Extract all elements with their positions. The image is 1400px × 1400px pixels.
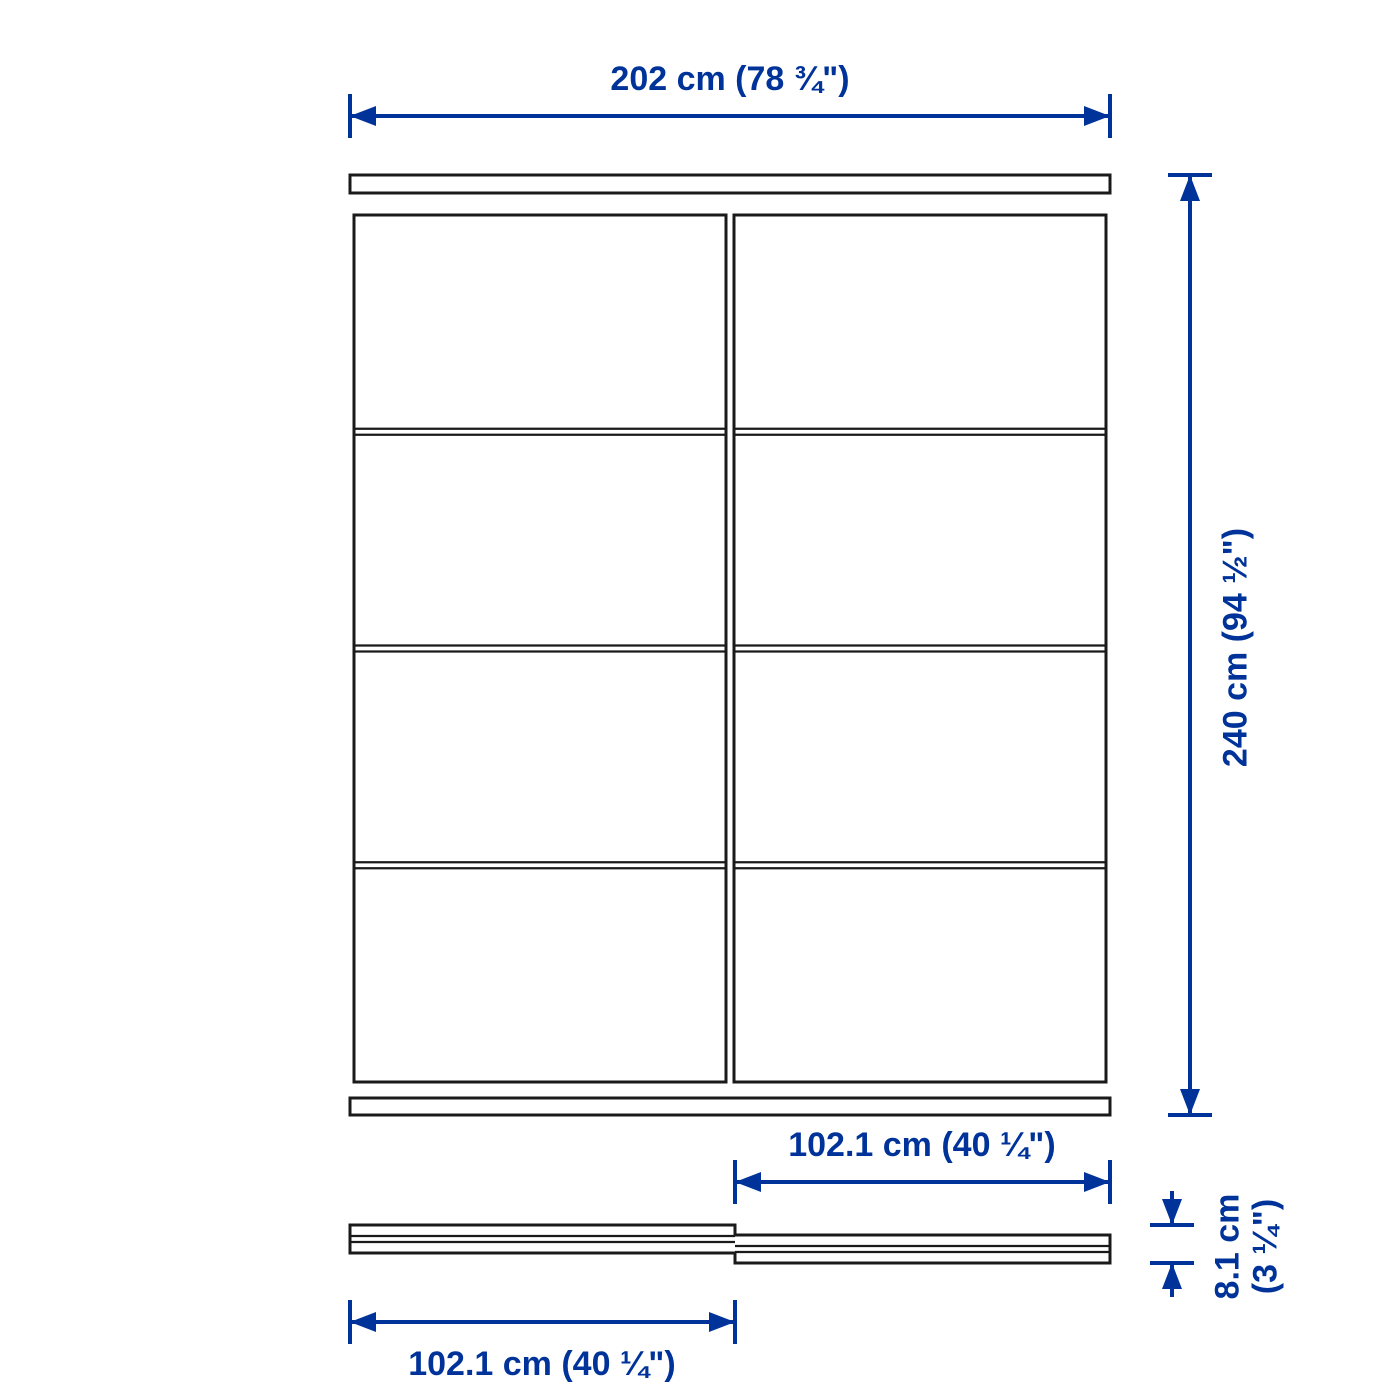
dimension-label-width-top: 202 cm (78 ¾") [480,60,980,99]
door-left [354,215,726,1082]
dimension-label-depth-line2: (3 ¼") [1247,1097,1286,1397]
dimension-label-panel-lower: 102.1 cm (40 ¼") [292,1345,792,1384]
door-right [734,215,1106,1082]
dimension-label-height-right: 240 cm (94 ½") [1217,398,1256,898]
dimension-label-panel-upper: 102.1 cm (40 ¼") [672,1126,1172,1165]
track-top-view [350,1225,1110,1263]
dimension-label-depth-line1: 8.1 cm [1209,1097,1248,1397]
